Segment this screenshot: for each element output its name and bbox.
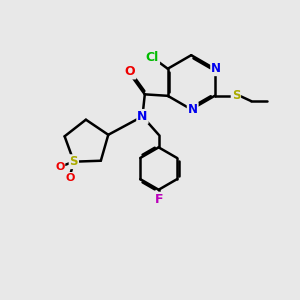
Text: N: N: [137, 110, 148, 123]
Text: O: O: [55, 162, 64, 172]
Text: S: S: [232, 89, 240, 102]
Text: N: N: [188, 103, 198, 116]
Text: O: O: [66, 173, 75, 183]
Text: Cl: Cl: [146, 51, 159, 64]
Text: O: O: [125, 65, 135, 79]
Text: F: F: [154, 193, 163, 206]
Text: N: N: [211, 62, 221, 75]
Text: S: S: [70, 155, 78, 168]
